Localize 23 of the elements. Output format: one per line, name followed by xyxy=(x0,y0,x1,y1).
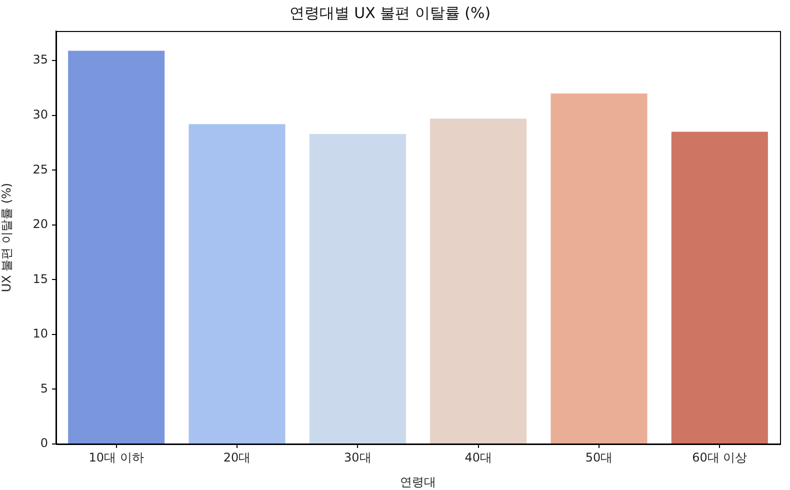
bar xyxy=(671,132,768,444)
y-tick-label: 35 xyxy=(32,52,48,67)
y-axis-title: UX 불편 이탈률 (%) xyxy=(0,182,14,292)
x-tick-label: 40대 xyxy=(464,450,492,464)
x-tick-label: 60대 이상 xyxy=(692,450,748,464)
y-tick-label: 5 xyxy=(40,381,48,396)
x-axis-title: 연령대 xyxy=(400,474,436,489)
y-tick-label: 30 xyxy=(32,107,48,122)
bar xyxy=(309,134,406,444)
x-tick-label: 30대 xyxy=(344,450,372,464)
bar xyxy=(550,93,648,444)
bar xyxy=(430,118,527,444)
x-tick-label: 50대 xyxy=(585,450,613,464)
y-tick-label: 15 xyxy=(32,272,48,286)
y-tick-label: 0 xyxy=(40,436,48,450)
bar xyxy=(68,50,165,444)
y-tick-label: 25 xyxy=(32,162,48,176)
x-tick-label: 10대 이하 xyxy=(88,450,144,464)
y-tick-label: 10 xyxy=(32,326,48,341)
chart-title: 연령대별 UX 불편 이탈률 (%) xyxy=(289,4,491,22)
y-tick-label: 20 xyxy=(32,217,48,232)
x-tick-label: 20대 xyxy=(223,450,251,464)
bar xyxy=(188,124,286,444)
